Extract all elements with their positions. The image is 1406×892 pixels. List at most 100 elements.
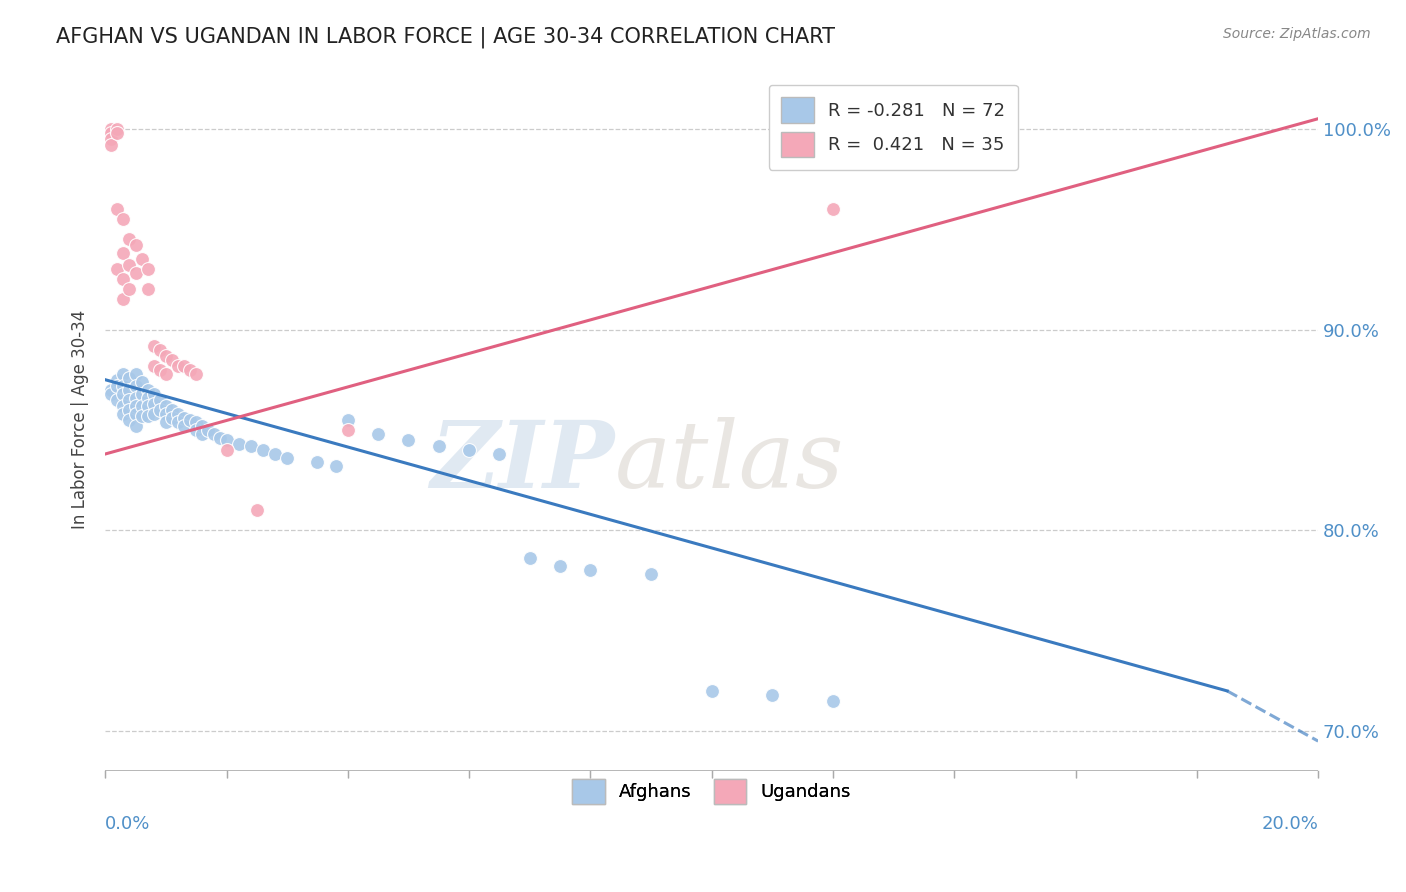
Point [821,202,844,216]
Text: Source: ZipAtlas.com: Source: ZipAtlas.com [1223,27,1371,41]
Point [131,252,153,267]
Point [136,262,159,277]
Point [155,415,177,429]
Point [100,386,122,401]
Point [118,413,141,427]
Legend: Afghans, Ugandans: Afghans, Ugandans [565,772,858,812]
Point [105,373,128,387]
Point [124,266,146,280]
Point [136,399,159,413]
Point [131,375,153,389]
Text: AFGHAN VS UGANDAN IN LABOR FORCE | AGE 30-34 CORRELATION CHART: AFGHAN VS UGANDAN IN LABOR FORCE | AGE 3… [56,27,835,48]
Point [112,407,135,421]
Point [276,450,298,465]
Point [118,258,141,272]
Point [173,359,195,373]
Point [761,688,783,702]
Point [700,684,723,698]
Point [458,442,481,457]
Point [149,343,172,357]
Point [142,407,165,421]
Point [202,426,225,441]
Point [427,439,450,453]
Point [118,392,141,407]
Point [228,437,250,451]
Point [173,410,195,425]
Point [519,551,541,566]
Point [112,272,135,286]
Point [118,232,141,246]
Point [149,362,172,376]
Y-axis label: In Labor Force | Age 30-34: In Labor Force | Age 30-34 [72,310,89,530]
Point [100,132,122,146]
Point [173,418,195,433]
Point [155,399,177,413]
Point [149,402,172,417]
Point [105,262,128,277]
Point [112,212,135,227]
Point [155,367,177,381]
Point [160,352,183,367]
Point [215,433,238,447]
Point [179,362,201,376]
Point [155,407,177,421]
Point [112,378,135,392]
Point [155,349,177,363]
Point [100,126,122,140]
Point [124,378,146,392]
Point [548,559,571,574]
Point [105,392,128,407]
Point [579,564,602,578]
Point [160,410,183,425]
Point [142,397,165,411]
Point [136,383,159,397]
Text: 20.0%: 20.0% [1261,815,1319,833]
Point [336,413,359,427]
Point [186,415,208,429]
Point [136,391,159,405]
Point [167,415,190,429]
Point [246,503,269,517]
Point [160,402,183,417]
Point [112,246,135,260]
Point [100,121,122,136]
Point [640,567,662,582]
Point [118,402,141,417]
Point [131,409,153,423]
Point [239,439,262,453]
Point [131,386,153,401]
Point [215,442,238,457]
Point [336,423,359,437]
Point [124,407,146,421]
Point [105,121,128,136]
Point [124,399,146,413]
Point [142,338,165,352]
Point [167,407,190,421]
Point [131,399,153,413]
Point [105,126,128,140]
Point [367,426,389,441]
Point [488,447,510,461]
Point [136,409,159,423]
Point [105,378,128,392]
Point [112,293,135,307]
Point [118,370,141,384]
Point [112,399,135,413]
Point [118,282,141,296]
Point [209,431,232,445]
Point [821,694,844,708]
Text: atlas: atlas [614,417,844,507]
Point [100,383,122,397]
Point [136,282,159,296]
Point [124,391,146,405]
Point [142,386,165,401]
Point [124,367,146,381]
Point [142,359,165,373]
Point [112,367,135,381]
Point [186,367,208,381]
Point [186,423,208,437]
Point [325,458,347,473]
Point [197,423,219,437]
Point [191,418,214,433]
Point [398,433,420,447]
